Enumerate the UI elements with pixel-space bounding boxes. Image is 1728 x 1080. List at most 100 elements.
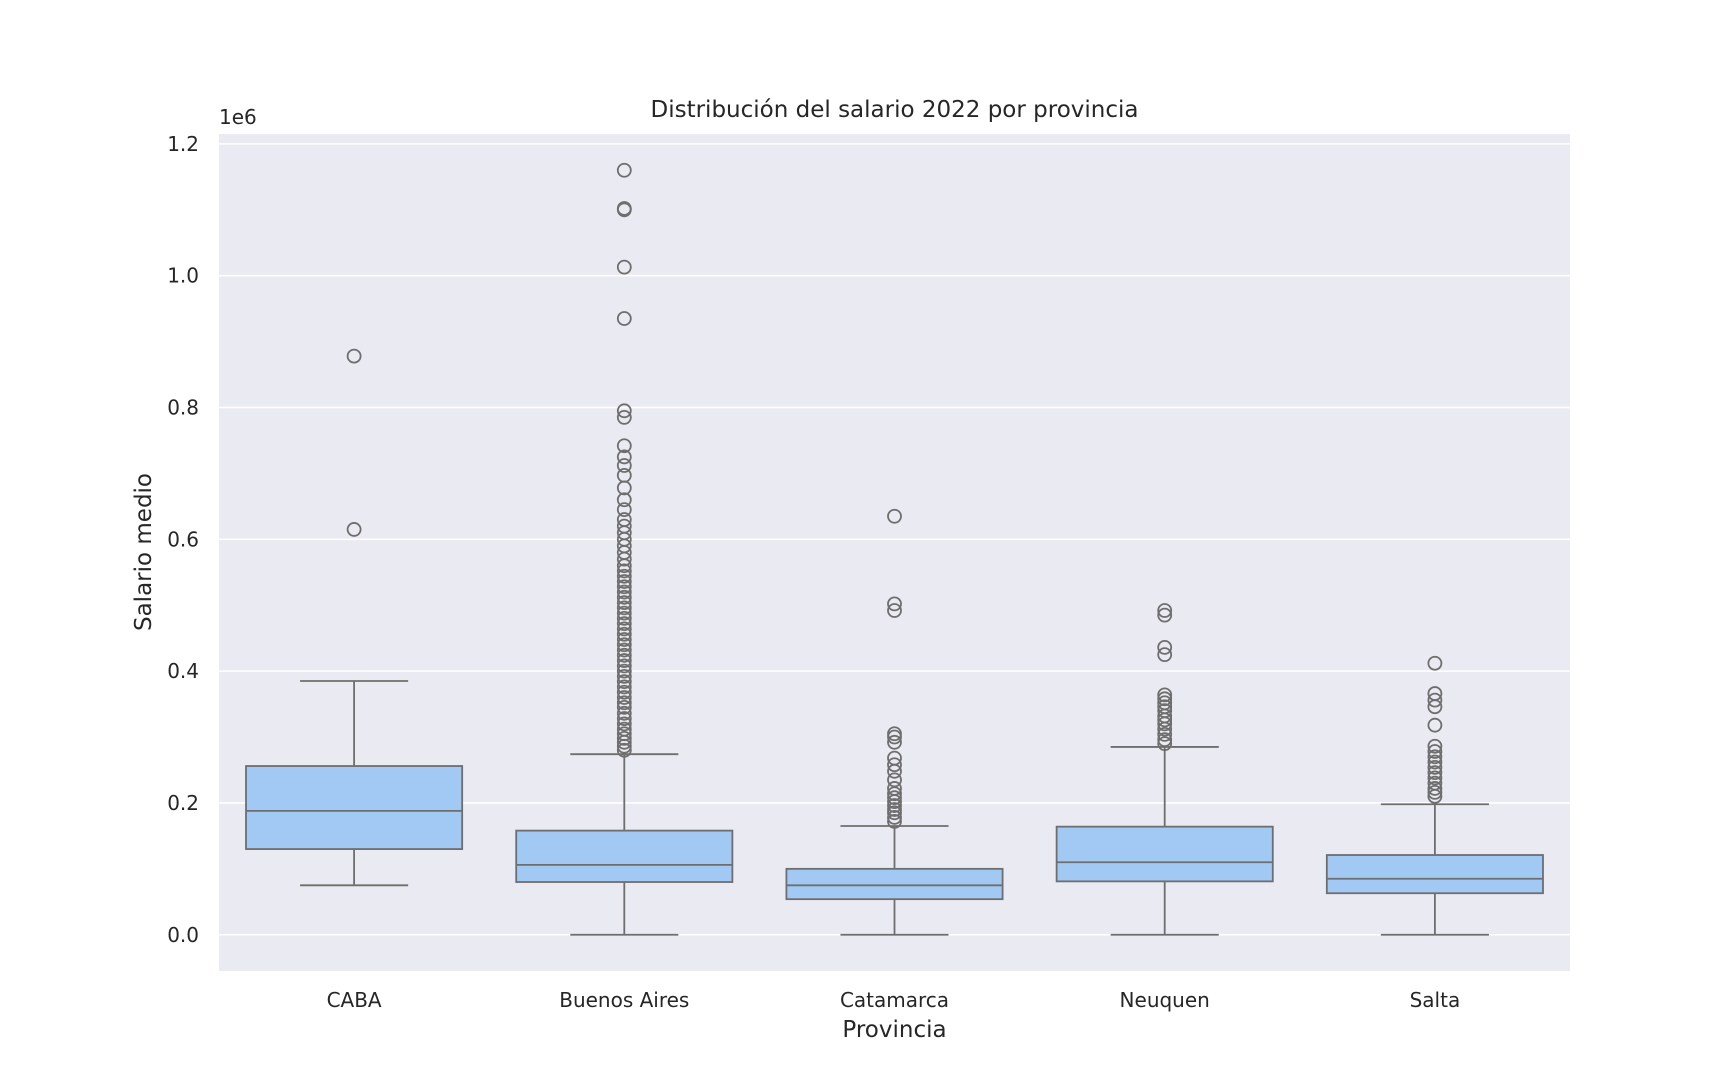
y-tick-label: 0.4 xyxy=(167,659,199,683)
outlier-point xyxy=(887,781,902,796)
outlier-point xyxy=(1427,717,1443,733)
outlier-point xyxy=(1157,647,1173,663)
outlier-point xyxy=(1427,759,1443,775)
outlier-point xyxy=(616,684,632,700)
box-group xyxy=(1055,603,1274,936)
outlier-point xyxy=(1427,744,1443,759)
outlier-point xyxy=(1157,736,1173,752)
outlier-point xyxy=(887,603,902,618)
outlier-point xyxy=(616,721,632,737)
iqr-box xyxy=(515,829,734,883)
outlier-point xyxy=(346,348,362,364)
outlier-point xyxy=(616,589,632,605)
y-tick-label: 0.8 xyxy=(167,396,199,420)
outlier-point xyxy=(1427,775,1443,791)
outlier-point xyxy=(887,750,902,766)
outlier-point xyxy=(616,449,632,465)
outlier-point xyxy=(887,798,902,813)
outlier-point xyxy=(616,705,632,721)
outlier-point xyxy=(616,663,632,679)
outlier-point xyxy=(616,595,632,610)
x-tick-label: CABA xyxy=(327,988,382,1012)
y-offset-label: 1e6 xyxy=(219,105,257,129)
outlier-point xyxy=(616,695,632,711)
outlier-point xyxy=(887,734,902,750)
outlier-point xyxy=(1427,692,1443,708)
outlier-point xyxy=(1157,687,1173,703)
outlier-point xyxy=(616,438,632,454)
outlier-point xyxy=(616,568,632,584)
outlier-point xyxy=(1157,732,1173,748)
x-axis-title: Provincia xyxy=(842,1017,946,1043)
outlier-point xyxy=(616,726,632,742)
boxes xyxy=(245,162,1544,936)
x-tick-label: Salta xyxy=(1410,988,1461,1012)
outlier-point xyxy=(616,584,632,600)
outlier-point xyxy=(616,632,632,647)
outlier-point xyxy=(616,716,632,732)
outlier-point xyxy=(616,647,632,663)
box-group xyxy=(245,348,464,887)
box-group xyxy=(785,508,1004,936)
outlier-point xyxy=(1427,749,1443,765)
outlier-point xyxy=(616,730,632,746)
outlier-point xyxy=(616,626,632,642)
outlier-point xyxy=(1427,686,1443,701)
outlier-point xyxy=(616,409,632,425)
y-axis-title: Salario medio xyxy=(131,473,157,631)
outlier-point xyxy=(1427,765,1443,781)
y-tick-label: 1.0 xyxy=(167,264,199,288)
outlier-point xyxy=(887,813,902,829)
outlier-point xyxy=(616,467,632,483)
outlier-point xyxy=(616,674,632,690)
outlier-point xyxy=(1157,640,1173,655)
y-tick-label: 1.2 xyxy=(167,132,199,156)
outlier-point xyxy=(1427,770,1443,786)
x-tick-label: Buenos Aires xyxy=(559,988,689,1012)
outlier-point xyxy=(887,508,902,524)
outlier-point xyxy=(616,563,632,579)
outlier-point xyxy=(1157,703,1173,719)
outlier-point xyxy=(616,512,632,527)
outlier-point xyxy=(616,502,632,518)
outlier-point xyxy=(616,259,632,275)
outlier-point xyxy=(616,690,632,705)
outlier-point xyxy=(346,522,362,537)
outlier-point xyxy=(616,403,632,419)
outlier-point xyxy=(616,742,632,758)
outlier-point xyxy=(1427,781,1443,796)
x-tick-label: Catamarca xyxy=(840,988,949,1012)
outlier-point xyxy=(616,518,632,534)
outlier-point xyxy=(887,726,902,742)
outlier-point xyxy=(616,201,632,216)
outlier-point xyxy=(1157,695,1173,711)
outlier-point xyxy=(616,458,632,473)
outlier-point xyxy=(616,600,632,616)
outlier-point xyxy=(887,802,902,817)
y-tick-label: 0.0 xyxy=(167,923,199,947)
outlier-point xyxy=(887,757,902,773)
outlier-point xyxy=(616,699,632,715)
outlier-point xyxy=(1427,738,1443,754)
outlier-point xyxy=(887,596,902,612)
outlier-point xyxy=(887,810,902,825)
outlier-point xyxy=(616,658,632,674)
x-tick-labels: CABA Buenos Aires Catamarca Neuquen Salta xyxy=(327,988,1461,1012)
y-tick-labels: 0.0 0.2 0.4 0.6 0.8 1.0 1.2 xyxy=(167,132,199,947)
x-tick-label: Neuquen xyxy=(1120,988,1210,1012)
outlier-point xyxy=(616,311,632,326)
outlier-point xyxy=(1157,607,1173,623)
outlier-point xyxy=(1427,655,1443,671)
iqr-box xyxy=(1325,854,1544,895)
outlier-point xyxy=(616,605,632,621)
outlier-point xyxy=(1157,699,1173,715)
iqr-box xyxy=(245,765,464,850)
outlier-point xyxy=(616,669,632,684)
outlier-point xyxy=(887,790,902,806)
outlier-point xyxy=(1427,784,1443,800)
chart-title: Distribución del salario 2022 por provin… xyxy=(651,97,1139,123)
outlier-point xyxy=(1157,726,1173,742)
outlier-point xyxy=(616,653,632,668)
outlier-point xyxy=(616,492,632,508)
